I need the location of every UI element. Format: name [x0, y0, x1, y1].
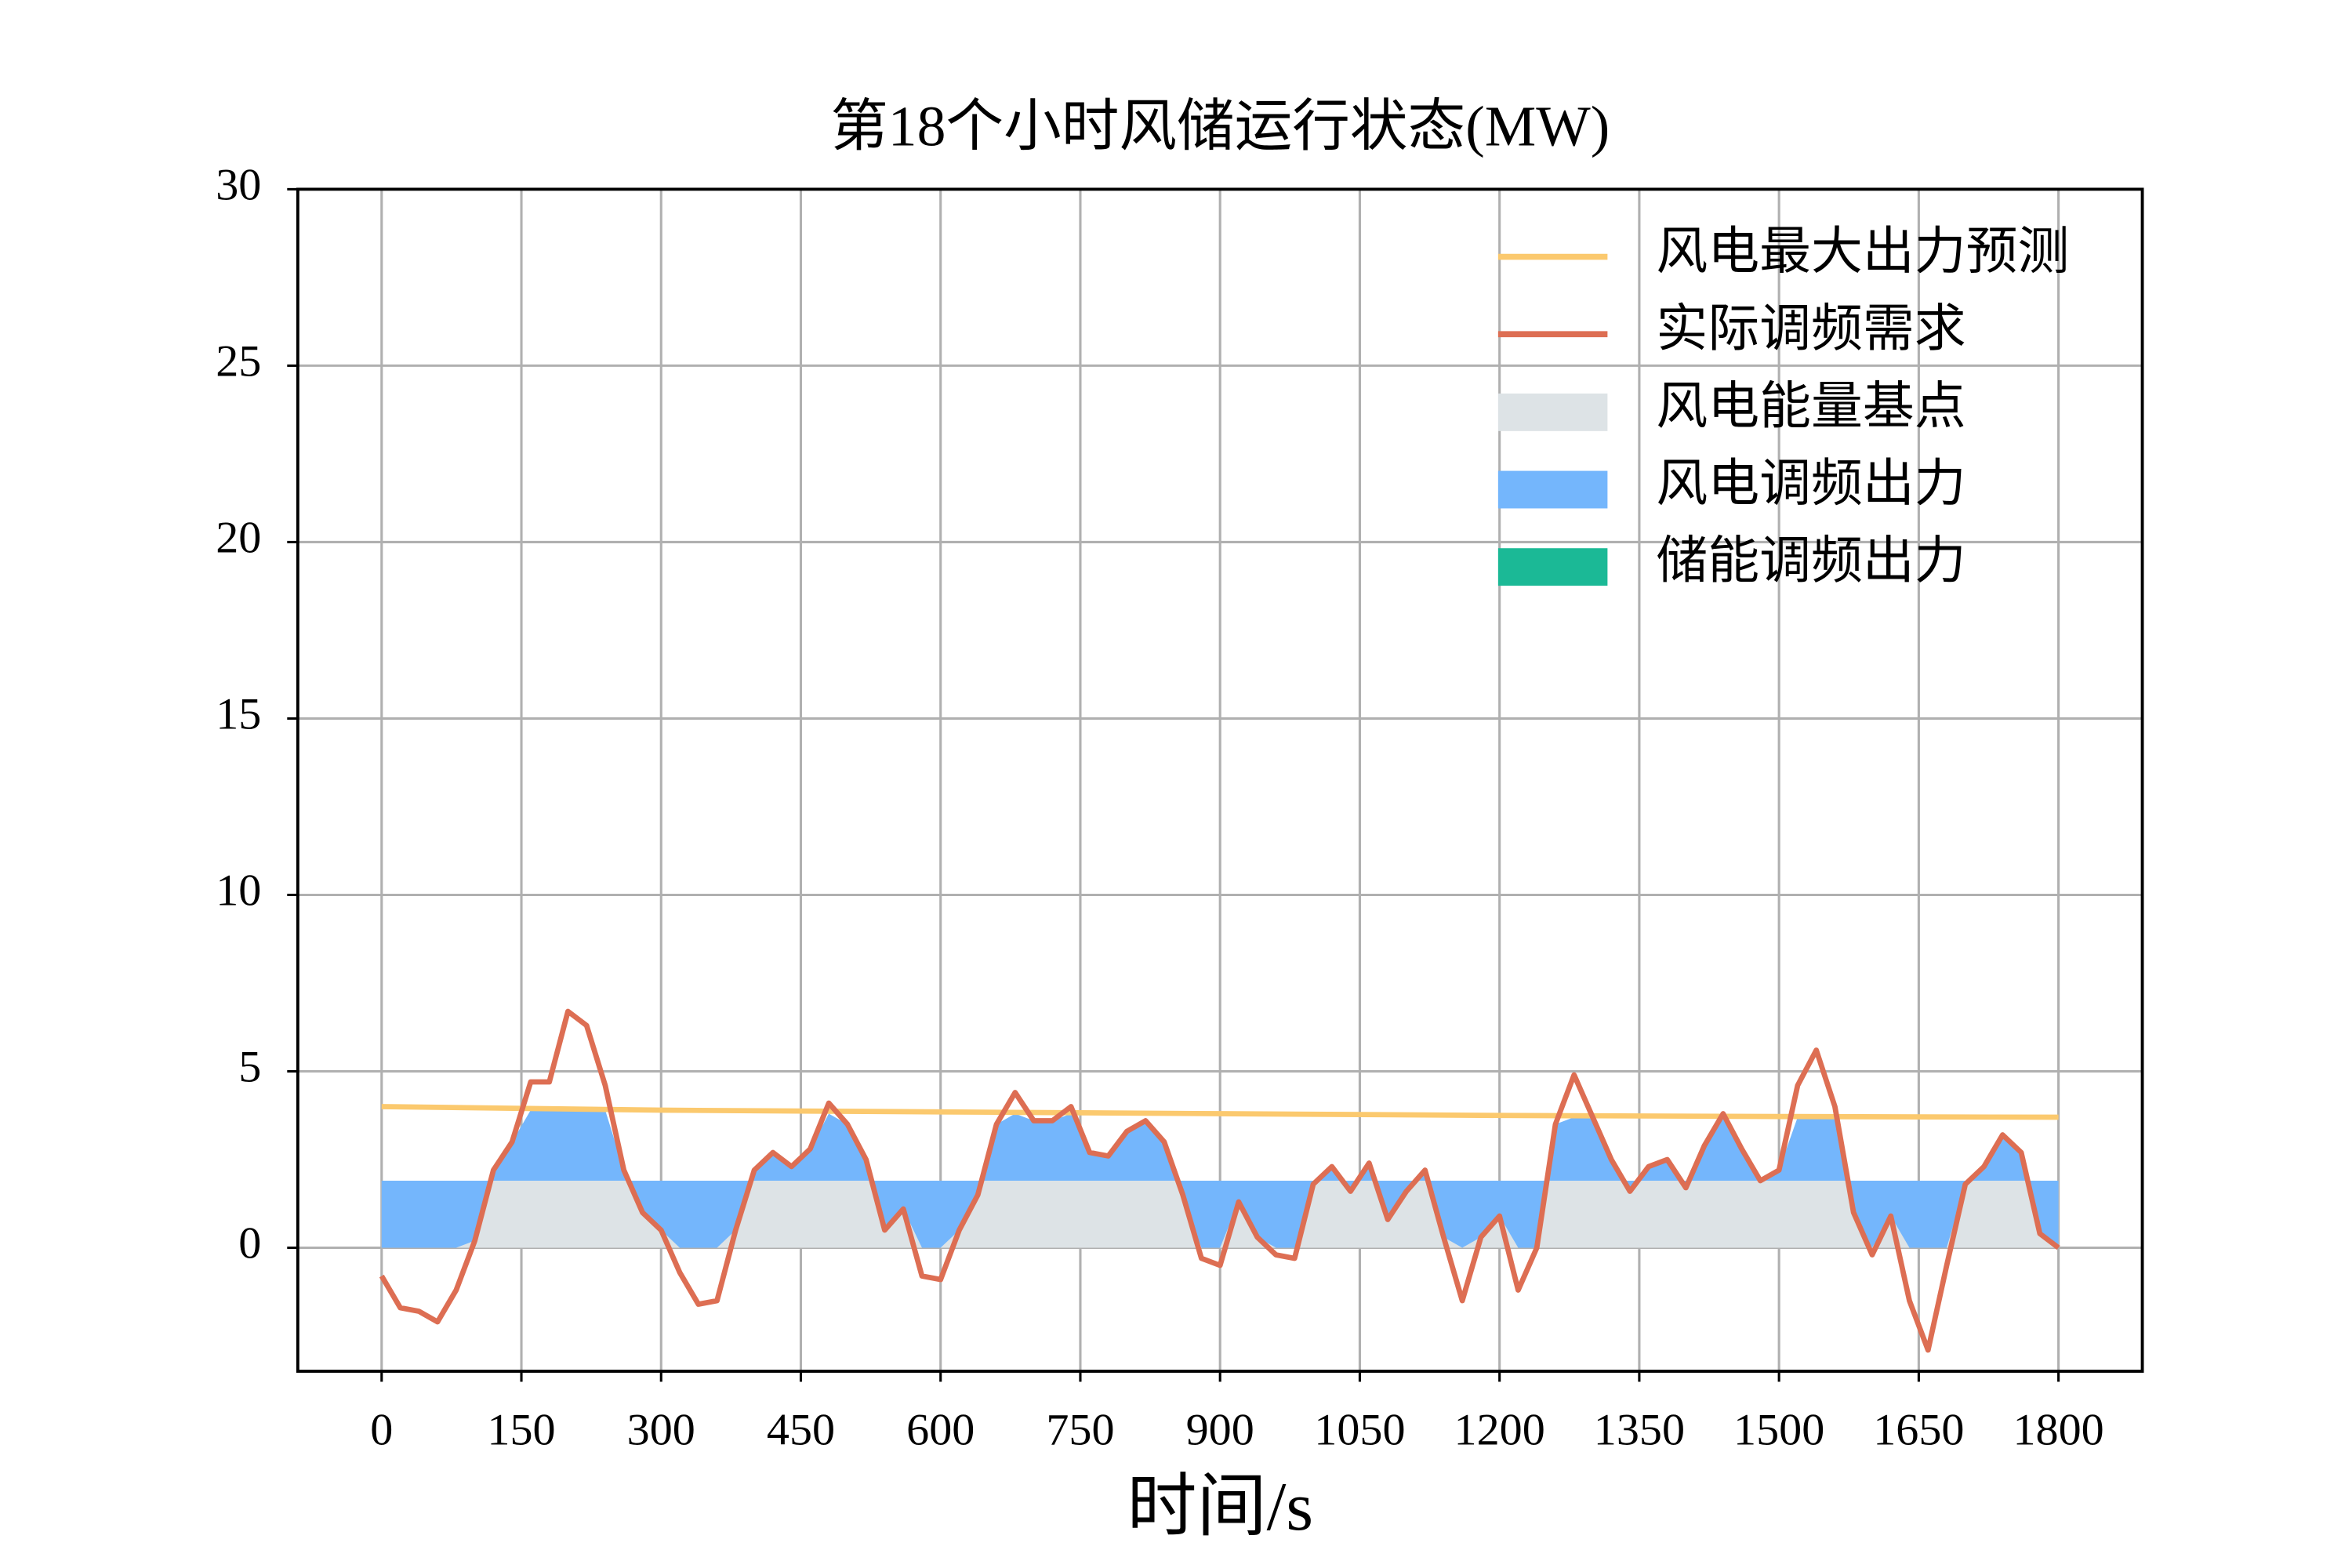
- x-tick-label: 150: [487, 1404, 555, 1455]
- area: [381, 1110, 2059, 1248]
- y-tick-label: 15: [216, 688, 261, 739]
- plot-frame: [296, 187, 2144, 1373]
- x-tick-label: 1800: [2013, 1404, 2103, 1455]
- x-tick-label: 1350: [1594, 1404, 1685, 1455]
- y-tick-label: 20: [216, 512, 261, 563]
- plot-area: [381, 1110, 2059, 1248]
- legend-swatch: [1497, 548, 1608, 586]
- y-tick-label: 30: [216, 159, 261, 210]
- legend-label: 储能调频出力: [1656, 533, 1965, 590]
- x-axis-label: 时间/s: [1127, 1469, 1313, 1545]
- legend-swatch: [1497, 393, 1608, 431]
- y-tick-label: 5: [238, 1041, 261, 1092]
- legend-label: 实际调频需求: [1656, 302, 1965, 358]
- legend-label: 风电最大出力预测: [1656, 224, 2069, 281]
- x-tick-label: 0: [370, 1404, 393, 1455]
- chart-title: 第18个小时风储运行状态(MW): [830, 95, 1610, 158]
- legend-label: 风电能量基点: [1656, 379, 1965, 435]
- line: [381, 1104, 2059, 1120]
- y-tick-label: 0: [238, 1218, 261, 1269]
- x-tick-label: 300: [627, 1404, 695, 1455]
- line: [379, 1008, 2060, 1353]
- x-tick-label: 1050: [1314, 1404, 1405, 1455]
- x-tick-label: 900: [1186, 1404, 1254, 1455]
- x-tick-label: 750: [1046, 1404, 1114, 1455]
- legend-swatch: [1497, 470, 1608, 509]
- y-tick-label: 25: [216, 336, 261, 387]
- x-tick-label: 1500: [1733, 1404, 1824, 1455]
- x-tick-label: 1200: [1454, 1404, 1545, 1455]
- x-tick-label: 1650: [1873, 1404, 1964, 1455]
- legend-label: 风电调频出力: [1656, 456, 1965, 513]
- x-tick-label: 450: [767, 1404, 835, 1455]
- y-tick-label: 10: [216, 865, 261, 916]
- x-tick-label: 600: [906, 1404, 975, 1455]
